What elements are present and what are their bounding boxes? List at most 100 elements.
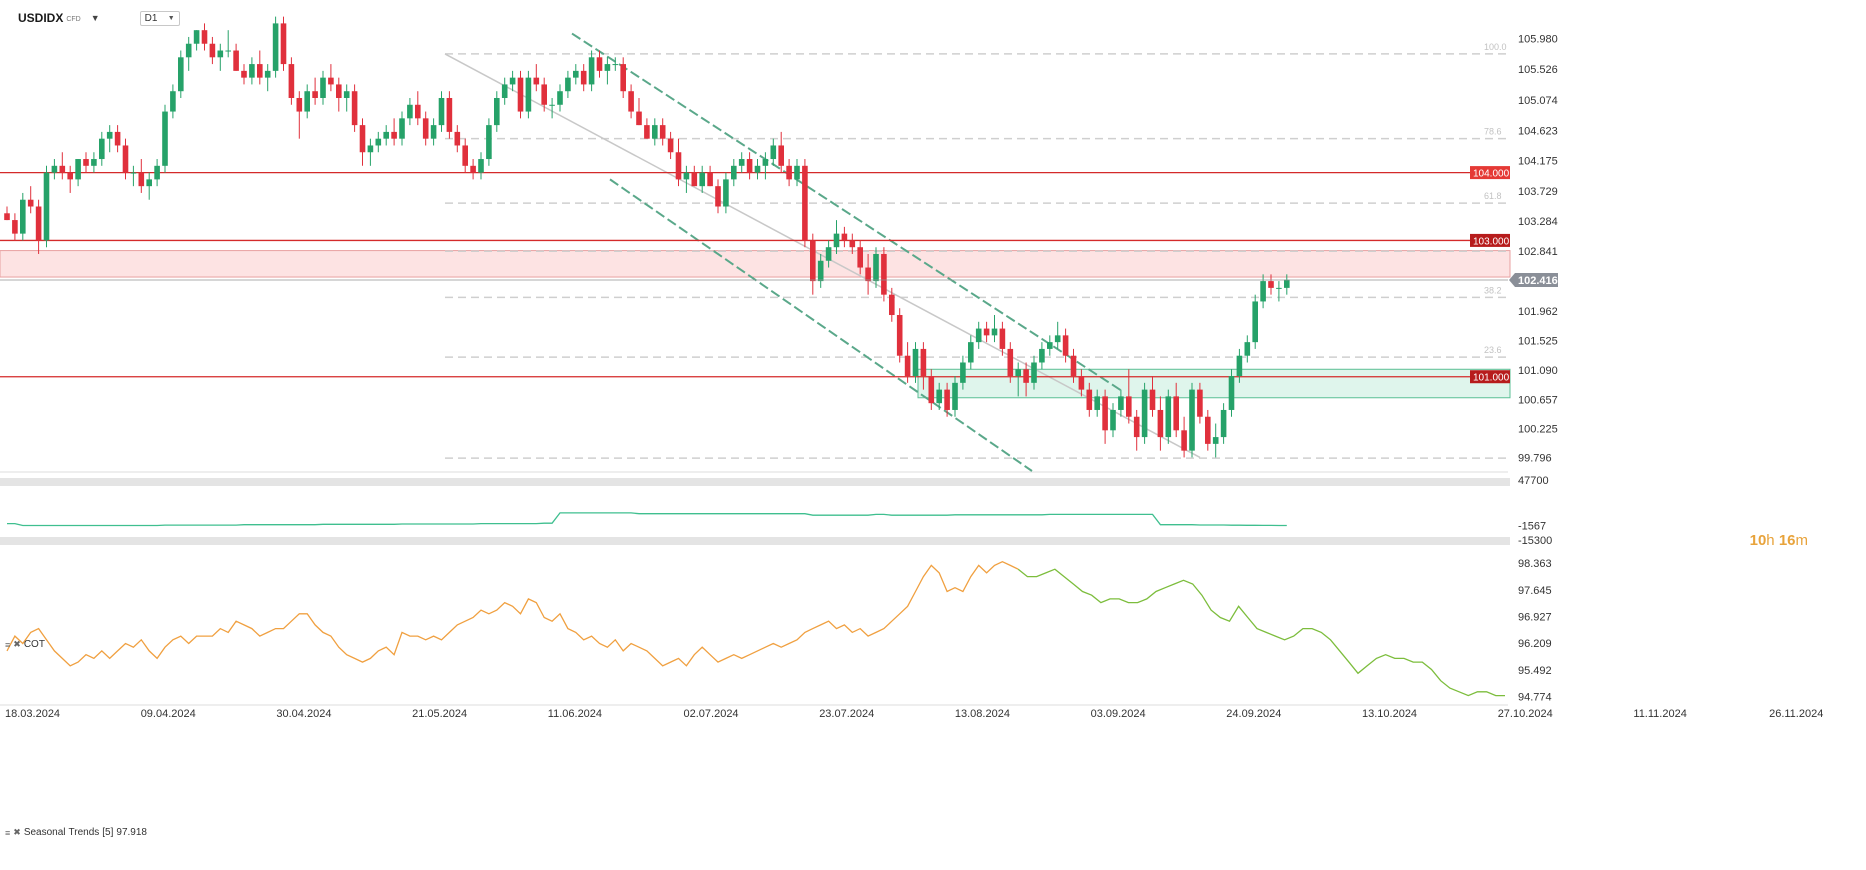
candle-body [154, 165, 160, 180]
candle-bearish [336, 77, 342, 112]
candle-bearish [1157, 396, 1164, 451]
candle-body [1086, 389, 1093, 410]
candle-bullish [217, 43, 224, 71]
hamburger-icon[interactable]: ≡ [5, 639, 11, 650]
candle-bearish [1102, 389, 1108, 444]
candle-bullish [399, 111, 405, 146]
candle-body [1133, 416, 1140, 438]
candle-bearish [1181, 416, 1187, 458]
candle-body [51, 165, 58, 173]
candle-bullish [438, 91, 445, 132]
candle-bullish [1228, 369, 1235, 417]
candle-body [1126, 396, 1132, 417]
hamburger-icon[interactable]: ≡ [5, 827, 11, 838]
candle-body [1165, 396, 1172, 438]
candle-bearish [1133, 409, 1140, 451]
candle-bullish [99, 131, 105, 166]
candle-bearish [351, 84, 358, 132]
candle-bullish [565, 70, 571, 98]
candle-bullish [430, 118, 437, 146]
candle-body [1189, 389, 1195, 451]
seasonal-projection-line [1017, 568, 1505, 697]
candle-bearish [1070, 348, 1077, 383]
seasonal-history-line [6, 560, 1019, 667]
candle-body [415, 104, 421, 119]
candle-body [778, 145, 784, 166]
x-axis-tick-label: 03.09.2024 [1091, 708, 1146, 720]
cot-y-tick-label: -15300 [1518, 535, 1552, 547]
candle-bullish [612, 57, 619, 71]
candle-bullish [501, 77, 508, 105]
symbol-name[interactable]: USDIDX [18, 11, 64, 25]
candle-bearish [1149, 376, 1156, 417]
candle-body [170, 91, 176, 112]
x-axis-tick-label: 18.03.2024 [5, 708, 60, 720]
candle-bearish [580, 64, 587, 92]
candle-bearish [841, 226, 848, 248]
trend-channel-upper [571, 32, 1123, 392]
candle-body [873, 253, 879, 282]
candle-bullish [968, 335, 974, 370]
candle-bearish [920, 342, 927, 390]
candle-bearish [359, 118, 366, 166]
candle-body [1039, 348, 1045, 363]
candle-body [731, 165, 737, 180]
candle-bearish [533, 64, 540, 92]
candle-body [1284, 279, 1290, 288]
candle-body [399, 118, 405, 139]
level-price-tag-text: 104.000 [1473, 169, 1510, 180]
candle-body [1094, 396, 1100, 410]
candle-bearish [1205, 409, 1211, 451]
candle-bearish [541, 77, 547, 112]
close-icon[interactable]: ✖ [13, 827, 21, 837]
candle-bearish [628, 84, 634, 119]
candle-body [75, 159, 81, 180]
level-price-tag [1470, 233, 1510, 247]
candle-bullish [51, 159, 58, 180]
candle-bullish [1118, 389, 1124, 417]
candle-body [723, 179, 729, 207]
candle-body [889, 294, 895, 316]
candle-bullish [683, 165, 690, 193]
candle-body [486, 125, 492, 160]
candle-body [1181, 430, 1187, 451]
candle-bullish [817, 253, 824, 288]
candle-body [573, 70, 579, 78]
candle-bearish [691, 165, 698, 187]
candle-bearish [83, 152, 89, 173]
candle-bearish [715, 179, 721, 214]
candle-body [12, 220, 18, 234]
candle-body [1102, 396, 1108, 431]
candle-bullish [557, 84, 563, 112]
candle-bearish [422, 111, 429, 146]
candle-body [541, 84, 547, 105]
symbol-dropdown-icon[interactable]: ▼ [90, 13, 100, 23]
candle-body [27, 199, 34, 207]
candle-bearish [462, 138, 468, 173]
candle-bullish [873, 247, 879, 288]
candle-body [975, 328, 982, 343]
candle-body [533, 77, 540, 85]
candle-bullish [1252, 294, 1258, 349]
candle-body [738, 159, 745, 166]
timeframe-select[interactable]: D1 ▼ [139, 10, 180, 26]
fib-level-label: 78.6 [1484, 127, 1502, 137]
candle-body [770, 145, 777, 160]
candle-bearish [849, 233, 856, 254]
cot-y-tick-label: -1567 [1518, 521, 1546, 533]
candle-bullish [652, 118, 658, 146]
close-icon[interactable]: ✖ [13, 639, 21, 649]
candle-bullish [1015, 362, 1021, 397]
candle-bullish [991, 315, 998, 343]
candle-body [715, 186, 721, 207]
candle-body [336, 84, 342, 98]
candle-bearish [857, 240, 863, 275]
candle-body [146, 179, 152, 187]
current-price-tag-text: 102.416 [1518, 275, 1558, 287]
candle-body [193, 30, 200, 44]
candle-body [1157, 409, 1164, 438]
candle-body [1054, 335, 1061, 343]
candle-body [296, 97, 303, 112]
